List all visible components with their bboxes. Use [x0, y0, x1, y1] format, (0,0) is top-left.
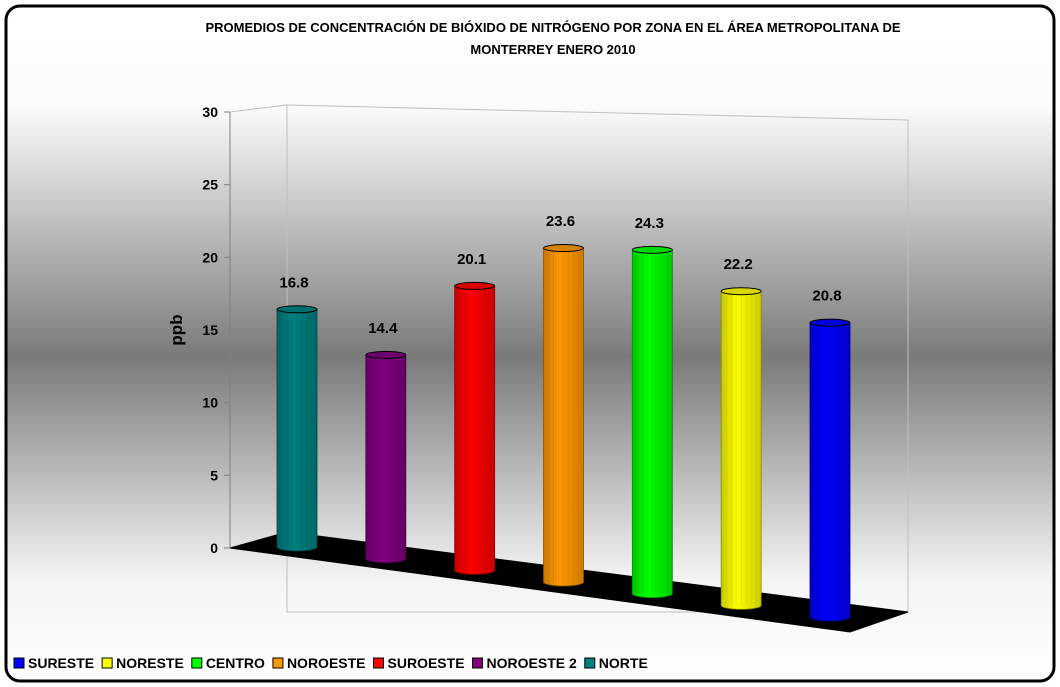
legend-label: SURESTE: [28, 655, 94, 671]
y-tick-label: 10: [202, 395, 218, 411]
bar-top: [276, 305, 318, 314]
legend-item-suroeste: SUROESTE: [373, 655, 465, 671]
bar-top: [720, 287, 762, 296]
chart-title-line2: MONTERREY ENERO 2010: [470, 42, 635, 57]
data-label: 20.8: [812, 288, 841, 305]
y-axis-label: ppb: [167, 314, 186, 345]
legend: SURESTE NORESTE CENTRO NOROESTE SUROESTE NORO…: [13, 655, 648, 671]
y-tick-label: 20: [202, 249, 218, 265]
legend-label: NORTE: [599, 655, 648, 671]
legend-item-norte: NORTE: [584, 655, 648, 671]
y-tick-label: 30: [202, 104, 218, 120]
bar-centro: 24.3: [631, 215, 673, 599]
legend-label: CENTRO: [206, 655, 265, 671]
legend-swatch: [101, 657, 113, 669]
legend-label: NOROESTE: [287, 655, 366, 671]
data-label: 22.2: [724, 256, 753, 273]
data-label: 20.1: [457, 251, 486, 268]
bar-top: [631, 245, 673, 254]
legend-item-centro: CENTRO: [191, 655, 265, 671]
data-label: 24.3: [635, 215, 664, 232]
legend-swatch: [191, 657, 203, 669]
bar-top: [543, 244, 584, 253]
y-tick-label: 25: [202, 177, 218, 193]
bar-top: [809, 318, 851, 327]
y-tick-label: 0: [210, 540, 218, 556]
bar-series: 16.8 14.4 20.1 23.6 24.3 22.2 20.8: [276, 213, 851, 622]
legend-item-noreste: NORESTE: [101, 655, 184, 671]
bar-noreste: 22.2: [720, 256, 762, 610]
data-label: 23.6: [546, 213, 575, 230]
data-label: 16.8: [279, 274, 308, 291]
chart-title-line1: PROMEDIOS DE CONCENTRACIÓN DE BIÓXIDO DE…: [205, 20, 900, 35]
legend-label: NOROESTE 2: [487, 655, 577, 671]
y-tick-label: 15: [202, 322, 218, 338]
data-label: 14.4: [368, 320, 398, 337]
chart-background: [4, 4, 1056, 683]
legend-swatch: [373, 657, 385, 669]
legend-swatch: [472, 657, 484, 669]
y-axis-ticks: 0 5 10 15 20 25 30: [202, 104, 230, 556]
bar-top: [365, 350, 407, 359]
bar-noroeste-2: 14.4: [365, 320, 407, 564]
bar-sureste: 20.8: [809, 288, 851, 622]
legend-label: NORESTE: [116, 655, 184, 671]
legend-swatch: [13, 657, 25, 669]
legend-item-sureste: SURESTE: [13, 655, 94, 671]
legend-swatch: [272, 657, 284, 669]
bar-norte: 16.8: [276, 274, 318, 552]
y-tick-label: 5: [210, 467, 218, 483]
legend-item-noroeste: NOROESTE: [272, 655, 366, 671]
legend-label: SUROESTE: [388, 655, 465, 671]
bar-top: [454, 281, 496, 290]
legend-item-noroeste-2: NOROESTE 2: [472, 655, 577, 671]
bar-suroeste: 20.1: [454, 251, 496, 575]
legend-swatch: [584, 657, 596, 669]
bar-noroeste: 23.6: [543, 213, 584, 587]
